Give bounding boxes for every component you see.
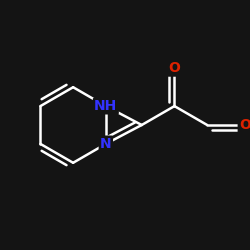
Text: O: O	[168, 61, 180, 75]
Text: N: N	[100, 137, 112, 151]
Text: NH: NH	[94, 99, 118, 113]
Text: O: O	[239, 118, 250, 132]
